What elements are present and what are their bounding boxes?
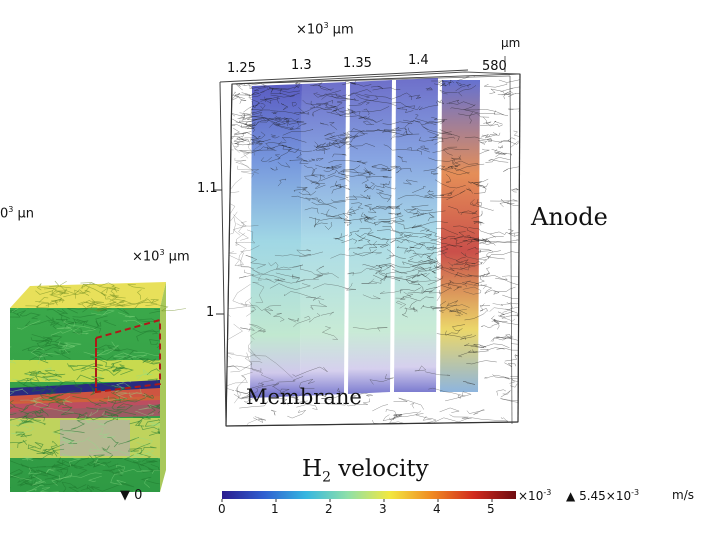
colorbar-bar (222, 491, 516, 499)
colorbar-tick-label: 5 (487, 502, 495, 516)
colorbar-multiplier: ×10-3 (518, 488, 552, 503)
colorbar-tick-label: 4 (433, 502, 441, 516)
colorbar-tick-label: 3 (379, 502, 387, 516)
top-tick-label: 1.4 (408, 53, 429, 68)
vertical-axis (214, 189, 224, 315)
top-tick-label: 1.25 (227, 61, 256, 76)
top-tick-label: 1.35 (343, 56, 372, 71)
top-axis-unit: μm (501, 36, 521, 50)
colorbar-tick-label: 0 (218, 502, 226, 516)
top-tick-label: 1.3 (291, 58, 312, 73)
fiber-network (226, 74, 520, 426)
colorbar (221, 491, 516, 502)
top-tick-label: 580 (482, 59, 507, 74)
vertical-tick-label: 1 (206, 305, 215, 320)
velocity-slices (226, 74, 520, 426)
colorbar-tick-marks (221, 499, 493, 502)
min-marker: ▼ 0 (120, 488, 143, 503)
slice-5-hot (440, 80, 480, 392)
slice-2 (300, 82, 346, 396)
anode-label: Anode (531, 203, 608, 231)
slice-1 (250, 84, 302, 398)
top-axis-multiplier: ×103 μm (296, 21, 354, 38)
colorbar-tick-label: 1 (271, 502, 279, 516)
max-marker-icon: ▲ (566, 489, 576, 503)
colorbar-title: H2 velocity (302, 456, 429, 486)
small-axis-multiplier: ×103 μm (132, 248, 190, 265)
max-marker: ▲ 5.45×10-3 (566, 488, 640, 503)
colorbar-tick-label: 2 (325, 502, 333, 516)
slice-3 (348, 80, 392, 394)
block-right-face (160, 282, 166, 492)
main-3d-volume (219, 56, 521, 427)
colorbar-unit: m/s (672, 488, 694, 502)
small-3d-block (10, 280, 187, 492)
block-layers (10, 308, 160, 492)
vertical-tick-label: 1.1 (197, 181, 218, 196)
membrane-label: Membrane (246, 385, 362, 409)
left-axis-fragment: 03 μn (0, 205, 35, 222)
min-marker-icon: ▼ (120, 488, 130, 503)
